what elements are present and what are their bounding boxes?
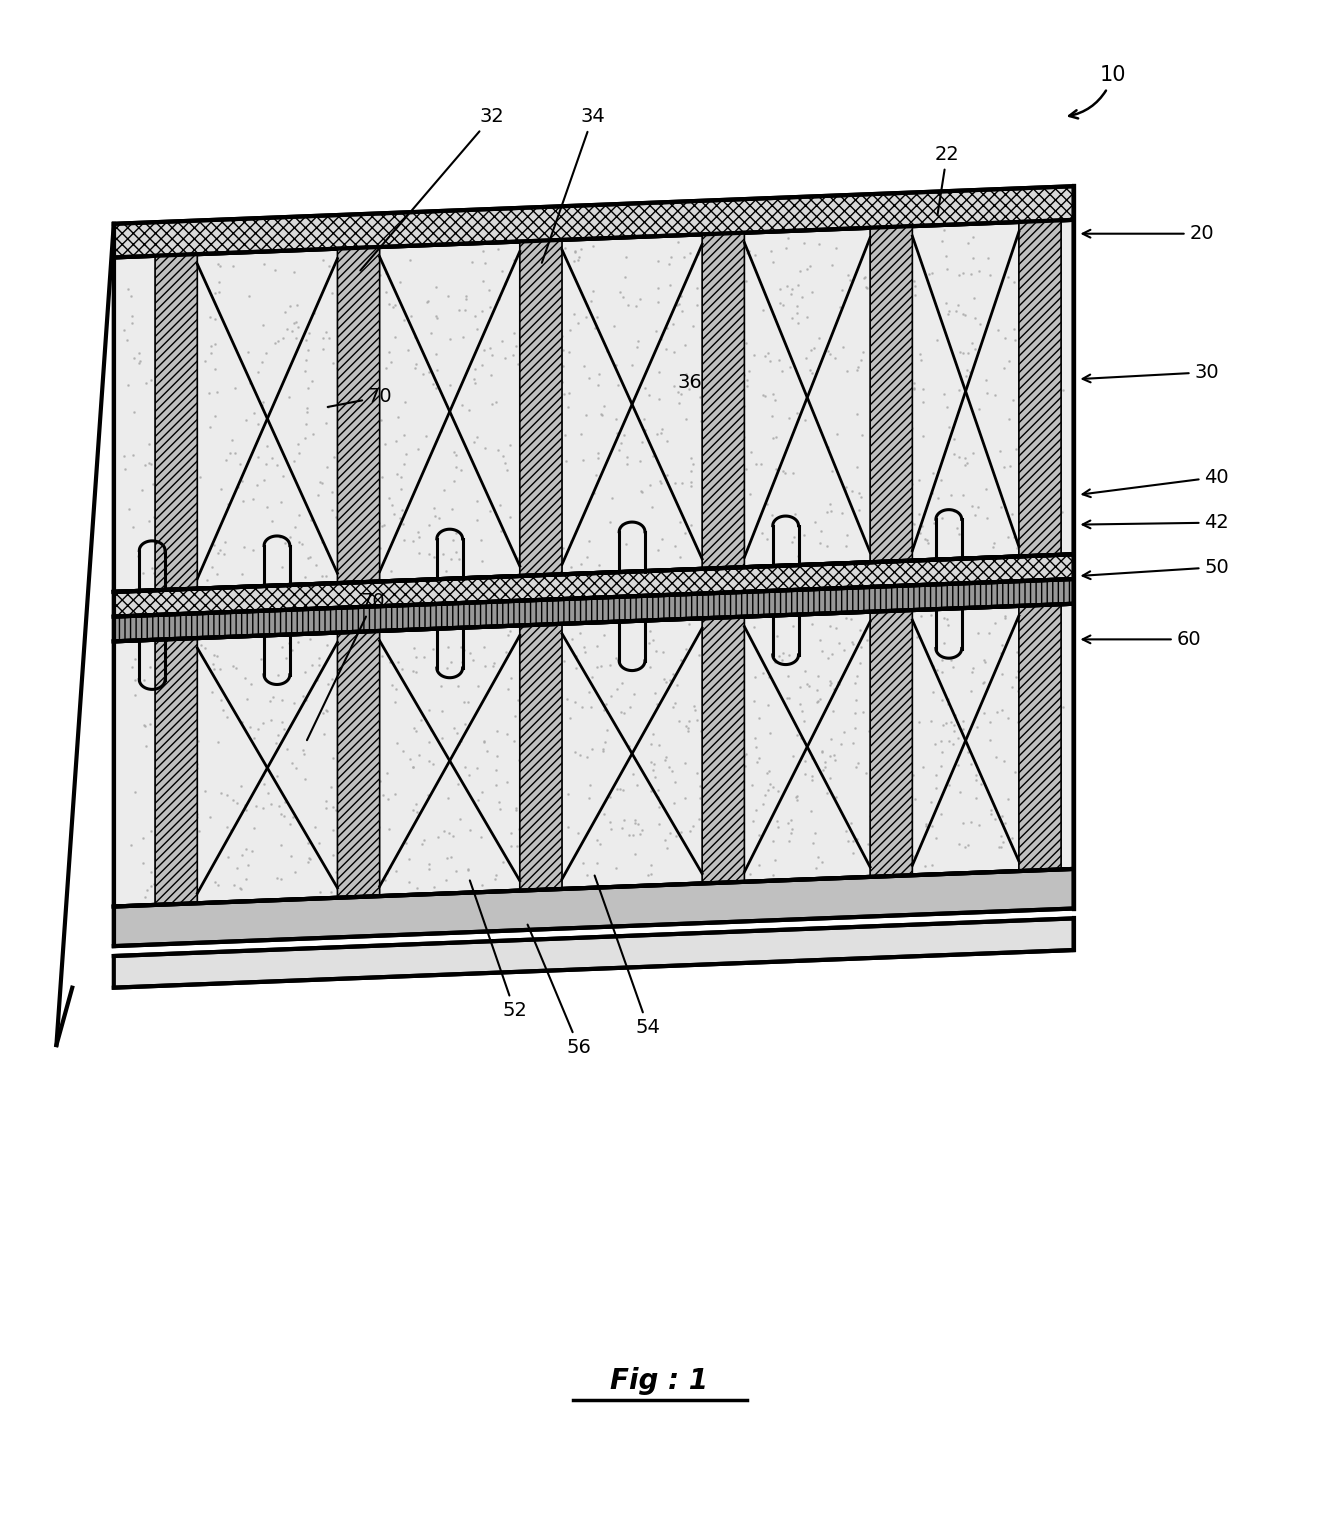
Polygon shape: [113, 186, 1074, 257]
Polygon shape: [1019, 220, 1061, 557]
Text: 52: 52: [469, 880, 527, 1020]
Text: 50: 50: [1082, 558, 1228, 580]
Polygon shape: [519, 624, 561, 891]
Text: Fig : 1: Fig : 1: [610, 1367, 708, 1395]
Text: 40: 40: [1082, 468, 1228, 497]
Text: 34: 34: [542, 108, 605, 263]
Polygon shape: [519, 240, 561, 577]
Polygon shape: [337, 631, 380, 898]
Polygon shape: [337, 248, 380, 583]
Text: 30: 30: [1082, 363, 1219, 383]
Polygon shape: [156, 638, 198, 904]
Text: 70: 70: [328, 388, 393, 408]
Text: 54: 54: [594, 875, 660, 1037]
Polygon shape: [870, 226, 912, 563]
Polygon shape: [156, 254, 198, 591]
Polygon shape: [870, 611, 912, 877]
Text: 56: 56: [527, 924, 592, 1057]
Text: 60: 60: [1082, 631, 1201, 649]
Polygon shape: [1019, 604, 1061, 871]
Polygon shape: [113, 220, 1074, 592]
Text: 22: 22: [934, 145, 960, 215]
Text: 20: 20: [1082, 225, 1214, 243]
Text: 32: 32: [360, 108, 505, 271]
Polygon shape: [113, 554, 1074, 617]
Polygon shape: [702, 617, 745, 883]
Text: 10: 10: [1069, 66, 1127, 118]
Polygon shape: [113, 869, 1074, 946]
Polygon shape: [113, 578, 1074, 641]
Text: 70: 70: [307, 592, 385, 740]
Text: 42: 42: [1082, 514, 1228, 532]
Text: 36: 36: [677, 372, 702, 392]
Polygon shape: [113, 604, 1074, 906]
Polygon shape: [702, 232, 745, 569]
Polygon shape: [113, 918, 1074, 987]
